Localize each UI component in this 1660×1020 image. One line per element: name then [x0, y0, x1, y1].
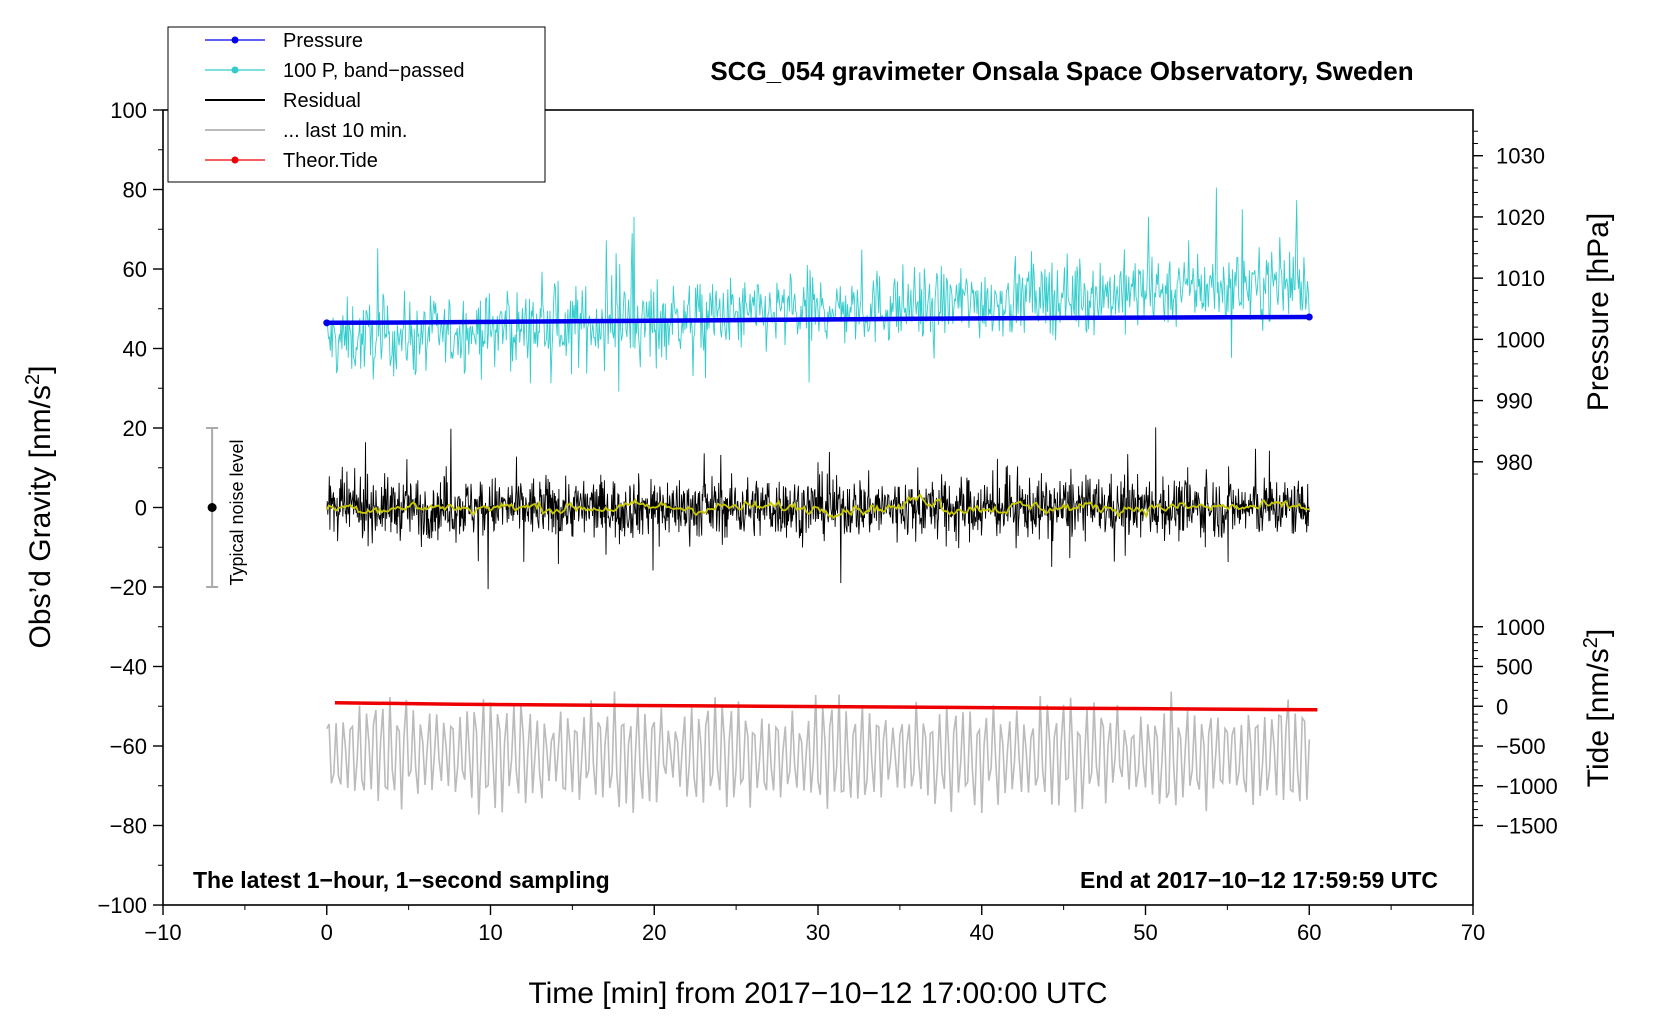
- y-axis-tide-label: Tide [nm/s2]: [1580, 629, 1615, 787]
- series-residual-line: [326, 427, 1310, 590]
- series-pressure-line: [326, 314, 1310, 326]
- y-tick-label: 20: [123, 416, 147, 441]
- tide-layer: [334, 700, 1318, 712]
- legend-label-pressure: Pressure: [283, 30, 363, 52]
- y-tick-label: −20: [110, 575, 147, 600]
- tide-tick-label: −1500: [1496, 814, 1558, 839]
- x-tick-label: 50: [1133, 920, 1157, 945]
- legend-entry-pressure: Pressure: [205, 30, 363, 52]
- x-axis-label: Time [min] from 2017−10−12 17:00:00 UTC: [528, 977, 1107, 1010]
- legend-box: [167, 26, 546, 183]
- pressure-tick-label: 1030: [1496, 144, 1545, 169]
- legend: Pressure 100 P, band−passed Residual ...…: [167, 26, 546, 183]
- y-tick-label: −100: [97, 893, 147, 918]
- legend-entry-last10: ... last 10 min.: [205, 120, 408, 142]
- tide-tick-label: 500: [1496, 655, 1533, 680]
- noise-bar: Typical noise level: [206, 427, 247, 588]
- y-tick-label: 80: [123, 178, 147, 203]
- note-end-time: End at 2017−10−12 17:59:59 UTC: [1080, 867, 1438, 893]
- y-tick-label: −40: [110, 655, 147, 680]
- x-tick-label: 70: [1461, 920, 1485, 945]
- pressure-tick-label: 1010: [1496, 266, 1545, 291]
- y-tick-label: 40: [123, 337, 147, 362]
- y-axis-pressure-label: Pressure [hPa]: [1582, 213, 1615, 411]
- y-axis-left-label: Obs’d Gravity [nm/s2]: [22, 366, 57, 649]
- series-last10-line: [326, 691, 1311, 815]
- x-axis: −10 0 10 20 30 40 50 60 70: [144, 905, 1485, 945]
- tide-tick-label: 1000: [1496, 615, 1545, 640]
- series-bandpassed-line: [326, 187, 1310, 392]
- series-smoothed-line: [325, 493, 1310, 520]
- y-axis-left: 100 80 60 40 20 0 −20 −40 −60 −80 −100: [97, 98, 163, 918]
- legend-entry-tide: Theor.Tide: [205, 150, 378, 172]
- y-tick-label: 0: [135, 496, 147, 521]
- noise-bar-label: Typical noise level: [227, 439, 247, 585]
- legend-label-last10: ... last 10 min.: [283, 120, 408, 142]
- noise-bar-center: [207, 503, 217, 512]
- pressure-point: [1305, 313, 1313, 321]
- legend-entry-bandpassed: 100 P, band−passed: [205, 60, 464, 82]
- y-tick-label: −80: [110, 814, 147, 839]
- legend-label-bandpassed: 100 P, band−passed: [283, 60, 464, 82]
- x-tick-label: 10: [478, 920, 502, 945]
- chart-title: SCG_054 gravimeter Onsala Space Observat…: [710, 56, 1413, 86]
- pressure-layer: [323, 313, 1313, 327]
- legend-label-residual: Residual: [283, 90, 361, 112]
- x-tick-label: −10: [144, 920, 181, 945]
- tide-tick-label: −500: [1496, 734, 1546, 759]
- x-tick-label: 40: [970, 920, 994, 945]
- pressure-tick-label: 1020: [1496, 205, 1545, 230]
- pressure-tick-label: 980: [1496, 450, 1533, 475]
- pressure-tick-label: 990: [1496, 389, 1533, 414]
- y-axis-tide: 1000 500 0 −500 −1000 −1500: [1473, 615, 1558, 839]
- note-sampling: The latest 1−hour, 1−second sampling: [193, 867, 610, 893]
- y-tick-label: 100: [110, 98, 147, 123]
- y-tick-label: 60: [123, 257, 147, 282]
- legend-entry-residual: Residual: [205, 90, 361, 112]
- pressure-point: [323, 319, 331, 327]
- x-tick-label: 0: [321, 920, 333, 945]
- y-axis-pressure: 1030 1020 1010 1000 990 980: [1473, 130, 1545, 475]
- series-tide-line: [334, 700, 1318, 712]
- legend-label-tide: Theor.Tide: [283, 150, 378, 172]
- x-tick-label: 60: [1297, 920, 1321, 945]
- tide-tick-label: 0: [1496, 694, 1508, 719]
- tide-tick-label: −1000: [1496, 774, 1558, 799]
- pressure-tick-label: 1000: [1496, 327, 1545, 352]
- x-tick-label: 30: [806, 920, 830, 945]
- signal-layer: [325, 187, 1311, 815]
- x-tick-label: 20: [642, 920, 666, 945]
- y-tick-label: −60: [110, 734, 147, 759]
